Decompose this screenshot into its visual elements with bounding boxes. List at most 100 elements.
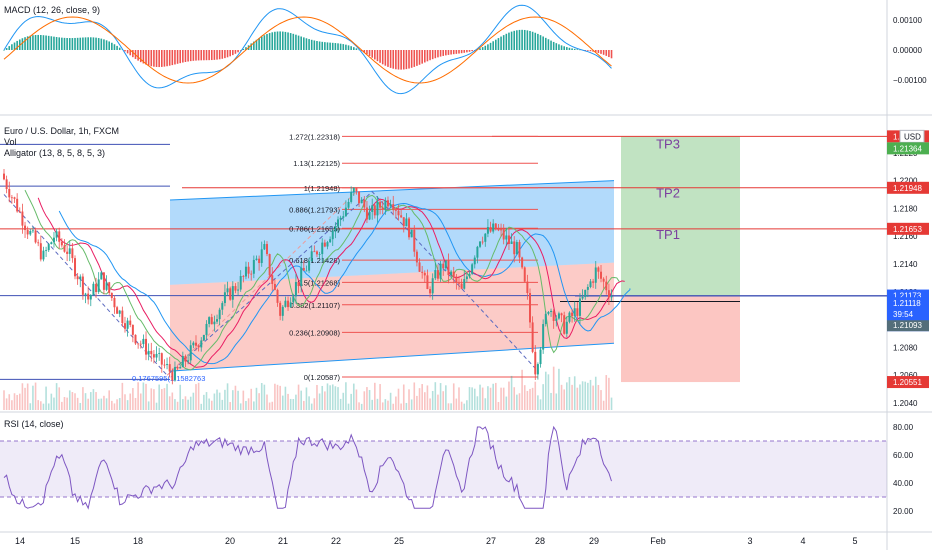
macd-histogram-bar	[389, 50, 392, 68]
volume-bar	[463, 403, 466, 410]
macd-histogram-bar	[113, 44, 116, 50]
candle-body	[450, 271, 453, 276]
macd-histogram-bar	[34, 35, 37, 50]
macd-histogram-bar	[274, 31, 276, 50]
fib-level-label: 0.618(1.21428)	[289, 256, 340, 265]
candle-body	[576, 308, 579, 316]
candle-body	[565, 321, 568, 334]
volume-bar	[405, 402, 408, 410]
volume-bar	[179, 384, 182, 410]
volume-bar	[534, 381, 537, 410]
macd-histogram-bar	[63, 37, 66, 50]
volume-bar	[163, 388, 166, 410]
macd-histogram-bar	[355, 48, 358, 50]
macd-histogram-bar	[40, 35, 42, 50]
time-tick-label: Feb	[650, 536, 666, 546]
candle-body	[497, 229, 500, 231]
target-label-tp2: TP2	[656, 185, 680, 200]
candle-body	[502, 229, 505, 240]
volume-bar	[247, 398, 250, 410]
volume-bar	[103, 395, 105, 410]
target-label-tp3: TP3	[656, 137, 680, 152]
macd-histogram-bar	[226, 50, 229, 58]
candle-body	[139, 343, 142, 345]
volume-bar	[542, 384, 544, 410]
macd-histogram-bar	[255, 39, 258, 50]
macd-histogram-bar	[300, 36, 302, 50]
macd-histogram-bar	[124, 50, 126, 52]
macd-histogram-bar	[439, 50, 442, 57]
candle-body	[5, 179, 8, 190]
candle-body	[463, 279, 466, 289]
candle-body	[436, 270, 439, 279]
green-price-badge	[887, 142, 929, 155]
volume-bar	[142, 382, 145, 410]
candle-body	[181, 355, 184, 368]
volume-bar	[537, 395, 539, 410]
macd-histogram-bar	[334, 43, 337, 50]
macd-histogram-bar	[484, 45, 487, 50]
volume-bar	[118, 398, 121, 410]
candle-body	[536, 364, 539, 375]
macd-histogram-bar	[573, 48, 576, 50]
symbol-title[interactable]: Euro / U.S. Dollar, 1h, FXCM	[4, 126, 120, 136]
macd-histogram-bar	[66, 38, 68, 50]
macd-histogram-bar	[95, 37, 97, 50]
candle-body	[539, 349, 542, 365]
bar-countdown-text: 39:54	[893, 310, 914, 319]
volume-bar	[295, 394, 297, 410]
candle-body	[163, 364, 166, 366]
macd-histogram-bar	[21, 38, 24, 50]
volume-bar	[303, 400, 305, 410]
candle-body	[384, 200, 387, 210]
candle-body	[358, 191, 361, 204]
channel-lower-zone	[170, 262, 614, 372]
macd-histogram-bar	[132, 50, 134, 58]
candle-body	[145, 338, 148, 355]
volume-bar	[529, 388, 531, 410]
macd-histogram-bar	[303, 37, 305, 50]
macd-histogram-bar	[516, 30, 518, 50]
candle-body	[589, 281, 592, 288]
macd-histogram-bar	[363, 50, 366, 53]
macd-histogram-bar	[260, 36, 263, 50]
macd-histogram-bar	[126, 50, 129, 54]
macd-histogram-bar	[416, 50, 418, 66]
candle-body	[468, 273, 471, 277]
volume-bar	[289, 398, 292, 410]
volume-bar	[155, 402, 158, 410]
macd-histogram-bar	[50, 36, 53, 50]
target-zone	[621, 136, 740, 296]
candle-body	[305, 270, 308, 272]
candle-body	[37, 242, 40, 244]
time-tick-label: 21	[278, 536, 288, 546]
candle-body	[266, 244, 268, 255]
volume-bar	[402, 384, 405, 410]
candle-body	[426, 275, 429, 290]
candle-body	[68, 248, 71, 254]
fib-level-label: 0(1.20587)	[304, 373, 341, 382]
macd-histogram-bar	[79, 37, 82, 50]
volume-bar	[447, 403, 450, 410]
price-tick-label: 1.2040	[893, 399, 918, 408]
candle-body	[352, 187, 355, 193]
volume-bar	[594, 376, 597, 410]
volume-bar	[189, 396, 192, 410]
candle-body	[55, 231, 58, 238]
candle-body	[113, 297, 116, 308]
volume-bar	[274, 383, 276, 410]
macd-histogram-bar	[276, 31, 279, 50]
macd-histogram-bar	[82, 37, 84, 50]
candle-body	[573, 308, 576, 316]
candle-body	[29, 231, 32, 235]
volume-bar	[134, 397, 137, 410]
macd-histogram-bar	[253, 41, 255, 50]
volume-bar	[158, 384, 160, 410]
candle-body	[344, 207, 347, 217]
volume-bar	[497, 401, 500, 410]
candle-body	[179, 367, 182, 369]
macd-histogram-bar	[292, 33, 295, 50]
macd-histogram-bar	[326, 42, 329, 50]
candle-body	[544, 313, 547, 325]
